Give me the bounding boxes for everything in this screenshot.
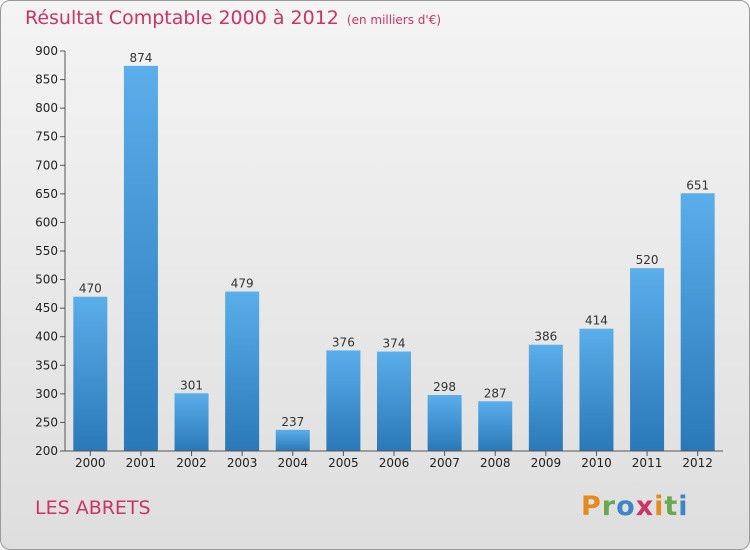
bar (174, 393, 209, 451)
bar-value-label: 386 (534, 330, 557, 344)
y-tick-label: 850 (35, 73, 58, 87)
x-tick-label: 2008 (480, 456, 511, 470)
bar-value-label: 651 (686, 178, 709, 192)
bar (427, 395, 462, 451)
y-tick-label: 900 (35, 44, 58, 58)
y-tick-label: 700 (35, 158, 58, 172)
bar-value-label: 874 (129, 51, 152, 65)
bar-value-label: 287 (484, 386, 507, 400)
logo-letter: t (664, 491, 679, 522)
y-axis: 200 250 300 350 400 450 500 550 600 650 700 750 800 8… (35, 44, 66, 458)
bar-value-label: 470 (79, 282, 102, 296)
x-tick-label: 2009 (531, 456, 562, 470)
x-tick-label: 2002 (176, 456, 207, 470)
y-tick-label: 200 (35, 444, 58, 458)
logo-letter: x (635, 491, 655, 522)
bar (326, 350, 361, 451)
y-tick-label: 550 (35, 244, 58, 258)
y-tick-label: 300 (35, 387, 58, 401)
y-tick-label: 600 (35, 215, 58, 229)
logo-letter: P (581, 491, 602, 522)
chart-subtitle: (en milliers d'€) (346, 13, 442, 27)
logo-letter: r (601, 491, 617, 522)
logo-letter: i (654, 491, 665, 522)
proxiti-logo: Proxiti (581, 491, 689, 522)
y-tick-label: 450 (35, 301, 58, 315)
x-axis: 2000 2001 2002 2003 2004 2005 2006 2007 2008 2009… (65, 450, 723, 470)
bar-value-label: 414 (585, 314, 608, 328)
x-tick-label: 2010 (581, 456, 612, 470)
x-tick-label: 2006 (379, 456, 410, 470)
bar (478, 401, 513, 451)
bar (225, 291, 260, 451)
logo-letter: i (678, 491, 689, 522)
x-tick-label: 2001 (126, 456, 157, 470)
bar (630, 268, 665, 451)
y-tick-label: 350 (35, 358, 58, 372)
y-tick-label: 250 (35, 415, 58, 429)
x-tick-label: 2005 (328, 456, 359, 470)
chart-title: Résultat Comptable 2000 à 2012 (en millie… (25, 7, 441, 29)
x-tick-label: 2007 (429, 456, 460, 470)
bars: 470 874 301 479 237 376 374 298 287 386 414 520 651 (73, 51, 715, 452)
bar (579, 328, 614, 451)
bar-value-label: 298 (433, 380, 456, 394)
bar (528, 344, 563, 451)
logo-letter: o (616, 491, 636, 522)
bar-value-label: 376 (332, 335, 355, 349)
place-name: LES ABRETS (35, 497, 151, 519)
bar (123, 65, 158, 451)
bar-value-label: 374 (383, 337, 406, 351)
bar-value-label: 520 (636, 253, 659, 267)
y-tick-label: 500 (35, 273, 58, 287)
chart-title-text: Résultat Comptable 2000 à 2012 (25, 7, 339, 29)
bar (275, 429, 310, 451)
x-tick-label: 2012 (682, 456, 713, 470)
x-tick-label: 2004 (277, 456, 308, 470)
y-tick-label: 800 (35, 101, 58, 115)
y-tick-label: 400 (35, 330, 58, 344)
y-tick-label: 650 (35, 187, 58, 201)
bar (73, 296, 108, 451)
bar-value-label: 237 (281, 415, 304, 429)
x-tick-label: 2000 (75, 456, 106, 470)
y-tick-label: 750 (35, 130, 58, 144)
x-tick-label: 2011 (632, 456, 663, 470)
bar-value-label: 301 (180, 378, 203, 392)
x-tick-label: 2003 (227, 456, 258, 470)
bar (680, 193, 715, 452)
bar-value-label: 479 (231, 277, 254, 291)
bar (377, 351, 411, 451)
